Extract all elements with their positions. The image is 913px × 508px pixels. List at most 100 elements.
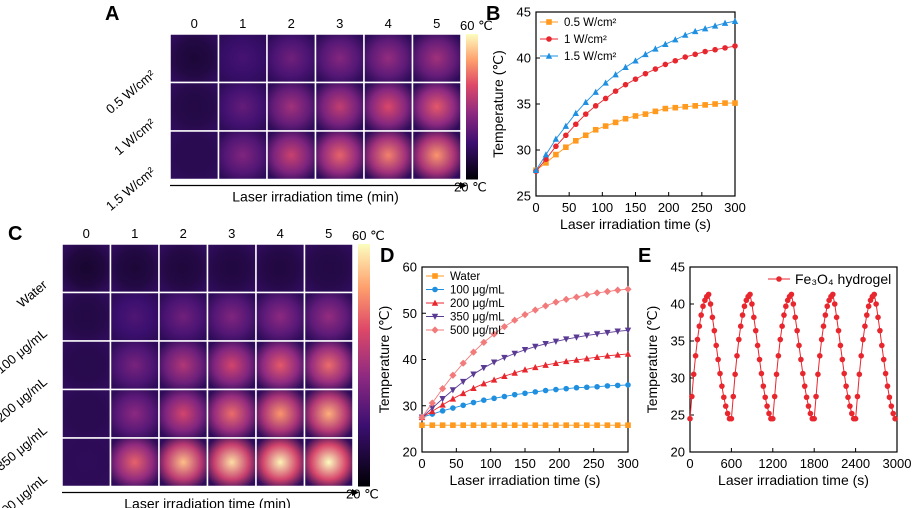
data-point — [490, 359, 498, 366]
data-point — [532, 343, 539, 350]
data-point — [739, 312, 746, 318]
data-point — [592, 88, 599, 95]
data-point — [734, 353, 740, 359]
data-point — [470, 399, 477, 406]
y-tick-label: 40 — [517, 51, 531, 66]
data-point — [672, 57, 679, 64]
data-point — [572, 109, 579, 116]
data-point — [839, 356, 846, 363]
data-point — [592, 126, 599, 133]
thermal-cell — [61, 291, 112, 342]
data-point — [491, 395, 497, 402]
x-tick-label: 0 — [418, 456, 425, 471]
data-point — [672, 104, 679, 111]
thermal-cell — [109, 340, 160, 391]
data-point — [450, 422, 456, 428]
data-point — [701, 25, 709, 32]
thermal-cell — [266, 130, 317, 181]
series-line — [689, 293, 896, 420]
data-point — [522, 422, 528, 428]
x-tick-label: 3000 — [883, 456, 912, 471]
thermal-cell — [411, 130, 462, 181]
line-chart-e: 0 600 1200 1800 2400 3000 20 25 30 35 40 45 Laser ir… — [644, 260, 911, 489]
data-point — [481, 422, 487, 428]
data-point — [614, 351, 621, 358]
row-label: 1 W/cm² — [111, 115, 158, 158]
thermal-cell — [217, 81, 268, 132]
data-point — [764, 403, 770, 409]
data-point — [602, 123, 609, 129]
y-tick-label: 20 — [403, 445, 417, 460]
data-point — [690, 371, 697, 378]
data-point — [752, 327, 759, 334]
data-point — [602, 95, 609, 102]
data-point — [892, 415, 898, 422]
data-point — [542, 387, 549, 394]
data-point — [573, 422, 580, 428]
data-point — [741, 303, 748, 310]
data-point — [552, 338, 560, 345]
data-point — [792, 314, 799, 321]
row-label: Water — [14, 277, 50, 311]
data-point — [803, 394, 810, 401]
data-point — [418, 413, 426, 421]
data-point — [732, 371, 738, 378]
data-point — [682, 54, 689, 60]
x-tick-label: 150 — [514, 456, 536, 471]
data-point — [776, 276, 782, 282]
data-point — [545, 52, 553, 59]
data-point — [531, 306, 539, 314]
data-point — [694, 336, 701, 343]
thermal-cell — [255, 437, 306, 488]
data-point — [888, 403, 895, 409]
data-point — [594, 383, 600, 390]
thermal-cell — [61, 437, 112, 488]
data-point — [794, 327, 800, 334]
data-point — [511, 391, 518, 398]
data-point — [824, 303, 831, 310]
data-point — [863, 312, 870, 318]
column-label: 4 — [277, 226, 284, 241]
thermal-cell — [217, 130, 268, 181]
data-point — [511, 316, 519, 324]
y-tick-label: 45 — [517, 5, 531, 20]
x-tick-label: 100 — [480, 456, 502, 471]
data-point — [501, 393, 508, 400]
thermal-cell — [363, 33, 414, 84]
line-chart-b: 0 50 100 150 200 250 300 25 30 35 40 45 Laser irradi… — [490, 5, 746, 233]
data-point — [532, 166, 540, 174]
data-point — [882, 370, 889, 377]
data-point — [696, 323, 703, 330]
data-point — [511, 350, 518, 357]
data-point — [614, 286, 622, 294]
data-point — [712, 46, 718, 53]
data-point — [593, 289, 601, 297]
thermal-cell — [109, 437, 160, 488]
legend-label: Water — [450, 271, 480, 283]
y-tick-label: 25 — [671, 408, 685, 423]
data-point — [807, 410, 814, 417]
legend-label: 350 μg/mL — [450, 312, 505, 324]
data-point — [715, 356, 721, 363]
data-point — [480, 380, 487, 387]
thermal-cell — [303, 388, 354, 439]
x-tick-label: 200 — [658, 200, 680, 215]
data-point — [758, 370, 765, 377]
column-label: 2 — [288, 16, 295, 31]
data-point — [431, 313, 439, 320]
data-point — [625, 382, 631, 388]
data-point — [432, 286, 438, 293]
data-point — [501, 422, 508, 428]
x-axis-label: Laser irradiation time (s) — [450, 472, 601, 488]
data-point — [562, 295, 570, 303]
thermal-cell — [158, 388, 209, 439]
data-point — [712, 101, 718, 107]
y-axis-label: Temperature (℃) — [644, 306, 660, 414]
data-point — [833, 314, 840, 321]
data-point — [553, 151, 559, 158]
data-point — [762, 394, 769, 401]
data-point — [624, 350, 632, 357]
legend-label: 500 μg/mL — [450, 325, 505, 337]
y-tick-label: 30 — [517, 143, 531, 158]
data-point — [450, 405, 456, 411]
